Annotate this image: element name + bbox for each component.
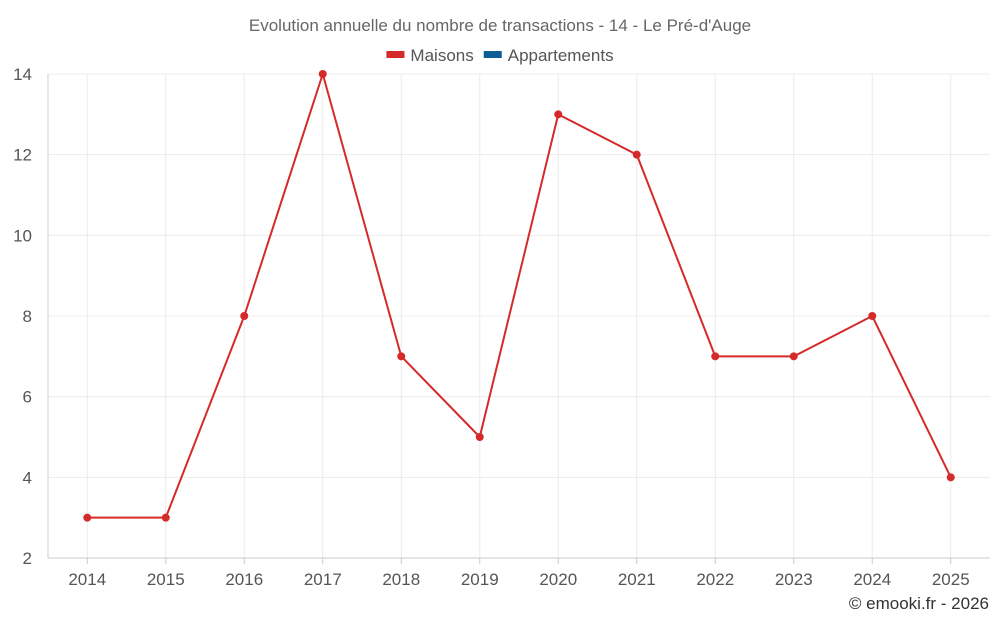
axes — [47, 74, 990, 559]
legend-swatch — [483, 51, 502, 58]
series-layer — [83, 70, 955, 522]
y-tick-label: 12 — [13, 146, 32, 165]
x-tick-label: 2019 — [461, 570, 499, 589]
legend-label: Appartements — [508, 46, 614, 65]
data-point-2014[interactable] — [83, 513, 92, 522]
y-tick-label: 6 — [23, 388, 32, 407]
data-point-2018[interactable] — [397, 352, 406, 361]
legend-swatch — [386, 51, 405, 58]
x-tick-label: 2025 — [932, 570, 970, 589]
y-tick-label: 14 — [13, 65, 32, 84]
x-tick-label: 2021 — [618, 570, 656, 589]
data-point-2017[interactable] — [318, 70, 327, 78]
data-point-2024[interactable] — [868, 312, 877, 320]
data-point-2016[interactable] — [240, 312, 249, 320]
grid-lines — [48, 73, 990, 559]
y-axis-ticks: 2 4 6 8 10 12 14 — [13, 65, 32, 568]
y-tick-label: 10 — [13, 226, 32, 245]
data-point-2019[interactable] — [475, 433, 484, 441]
x-tick-label: 2014 — [68, 570, 106, 589]
x-tick-label: 2015 — [147, 570, 185, 589]
data-point-2025[interactable] — [946, 473, 955, 482]
x-tick-label: 2023 — [775, 570, 813, 589]
legend-item-appartements[interactable]: Appartements — [483, 46, 614, 65]
data-point-2021[interactable] — [632, 150, 641, 159]
legend-item-maisons[interactable]: Maisons — [386, 46, 474, 65]
x-tick-label: 2018 — [382, 570, 420, 589]
x-tick-label: 2022 — [696, 570, 734, 589]
data-point-2023[interactable] — [789, 352, 798, 361]
y-tick-label: 2 — [23, 549, 32, 568]
data-point-2015[interactable] — [161, 513, 170, 522]
data-point-2020[interactable] — [554, 110, 563, 119]
legend: Maisons Appartements — [386, 46, 614, 65]
x-tick-label: 2017 — [304, 570, 342, 589]
x-tick-label: 2016 — [225, 570, 263, 589]
x-tick-label: 2020 — [539, 570, 577, 589]
legend-label: Maisons — [410, 46, 473, 65]
y-tick-label: 4 — [23, 468, 32, 487]
y-tick-label: 8 — [23, 307, 32, 326]
chart-title: Evolution annuelle du nombre de transact… — [249, 16, 751, 35]
data-point-2022[interactable] — [711, 352, 720, 361]
credit-text: © emooki.fr - 2026 — [849, 594, 989, 613]
x-tick-label: 2024 — [853, 570, 891, 589]
series-line-maisons — [87, 73, 952, 519]
x-axis-ticks: 2014 2015 2016 2017 2018 2019 2020 2021 2022 2023… — [68, 558, 970, 589]
